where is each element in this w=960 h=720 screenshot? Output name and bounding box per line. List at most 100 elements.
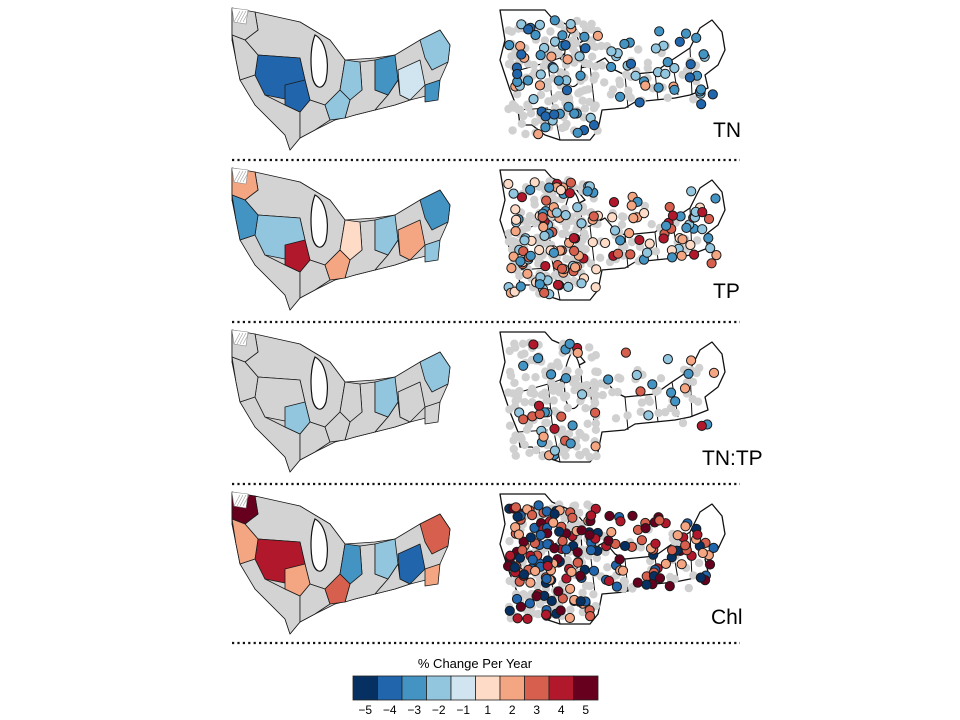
monitoring-site [555,185,567,196]
background-site [557,123,567,133]
monitoring-site [587,237,598,248]
monitoring-site [697,207,708,218]
monitoring-site [708,542,719,554]
background-site [585,388,594,398]
monitoring-site [540,122,551,133]
region-4 [339,219,363,261]
monitoring-site [506,263,517,274]
monitoring-site [603,575,615,587]
monitoring-site [697,224,708,235]
monitoring-site [588,565,600,577]
background-site [575,450,584,460]
background-site [524,420,534,430]
background-site [521,373,530,382]
background-site [583,500,592,509]
monitoring-site [530,565,541,577]
monitoring-site [548,63,559,74]
monitoring-site [580,43,591,54]
monitoring-site [535,50,546,61]
hatch-line [239,332,247,345]
background-site [589,590,598,599]
background-site [615,76,624,85]
legend-tick: −1 [456,703,470,717]
monitoring-site [554,526,565,537]
monitoring-site [662,57,673,68]
monitoring-site [522,75,534,86]
monitoring-site [567,512,578,523]
monitoring-site [576,278,587,289]
monitoring-site [684,72,696,83]
site-map [499,493,726,625]
background-site [535,599,545,609]
background-site [504,26,513,35]
hatch-line [239,10,247,23]
monitoring-site [566,566,577,578]
monitoring-site [664,581,675,592]
monitoring-site [658,233,669,244]
monitoring-site [576,218,587,229]
monitoring-site [541,195,552,206]
background-site [693,236,702,245]
region-3 [284,239,311,273]
region-7 [397,219,426,261]
background-site [575,428,584,438]
monitoring-site [676,559,687,570]
region-map [231,7,451,151]
background-site [550,94,559,103]
row-label: TN [713,119,741,142]
monitoring-site [585,611,596,622]
panel-row-1: TP [231,167,740,311]
monitoring-site [563,281,574,293]
hatch-line [239,494,247,507]
monitoring-site [631,369,642,381]
legend-swatch [475,675,501,701]
background-site [563,403,572,413]
monitoring-site [549,36,561,47]
region-5 [324,411,351,443]
monitoring-site [696,99,707,110]
background-site [508,126,517,135]
legend-tick: 5 [582,703,589,717]
monitoring-site [686,355,697,366]
panel-row-0: TN [231,7,741,151]
monitoring-site [586,510,597,521]
region-8 [419,29,451,71]
monitoring-site [669,63,680,74]
background-site [505,421,515,430]
site-map [499,169,726,301]
background-site [530,195,539,204]
monitoring-site [503,178,514,190]
panel-row-3: Chl [231,491,743,635]
region-5 [324,249,351,281]
monitoring-site [644,238,655,249]
monitoring-site [615,91,626,102]
monitoring-site [697,547,708,559]
background-site [623,411,632,420]
monitoring-site [672,530,683,541]
background-site [525,448,534,457]
legend-swatch [548,675,574,701]
monitoring-site [590,441,601,452]
region-3 [284,79,311,113]
region-8 [419,351,451,393]
background-site [528,386,537,396]
monitoring-site [611,581,623,592]
monitoring-site [612,248,624,259]
background-site [518,339,528,348]
background-site [529,60,538,70]
monitoring-site [504,605,515,616]
region-9 [424,563,441,587]
monitoring-site [572,547,583,558]
monitoring-site [557,593,568,604]
monitoring-site [548,517,559,528]
background-site [531,445,541,455]
background-site [618,212,627,221]
monitoring-site [662,354,674,365]
background-site [689,95,698,104]
monitoring-site [603,535,614,546]
monitoring-site [670,396,681,407]
region-3 [284,563,311,597]
monitoring-site [635,386,646,397]
hatch-line [236,10,244,23]
monitoring-site [534,279,545,290]
